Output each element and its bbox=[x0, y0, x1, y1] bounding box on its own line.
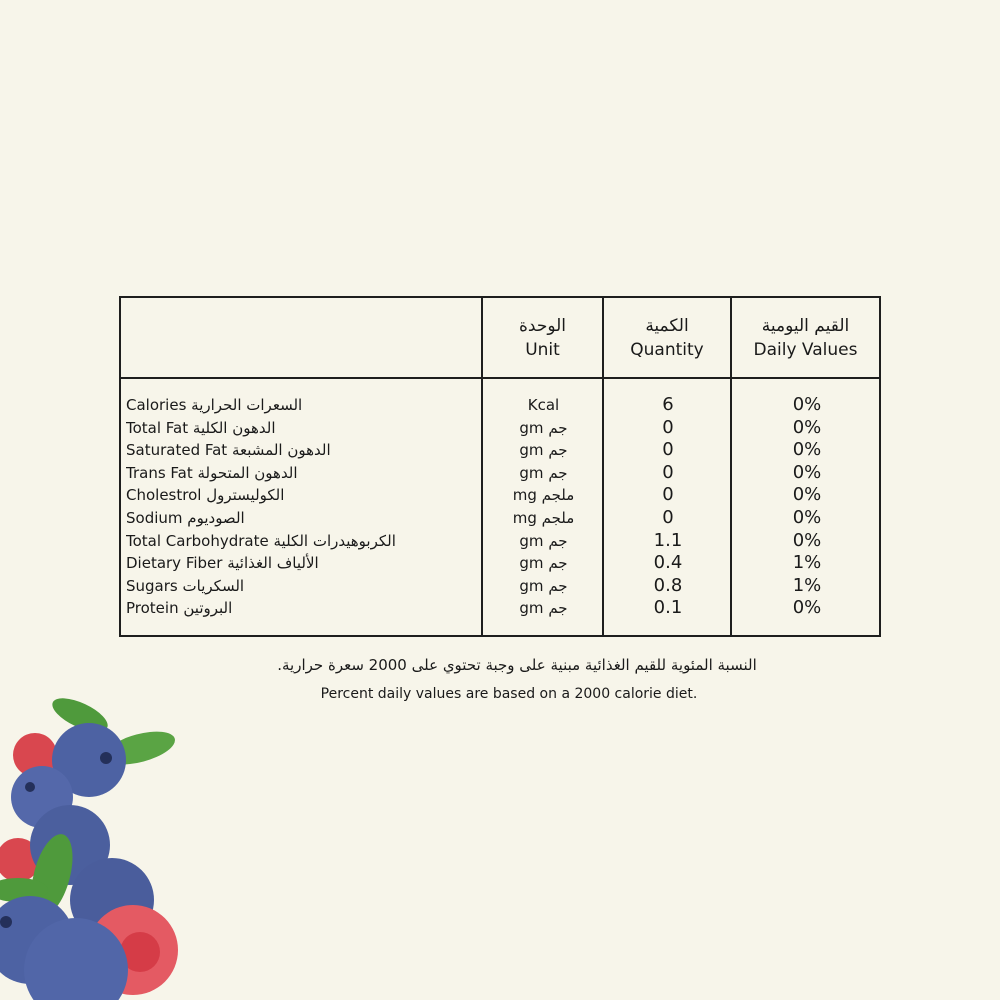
daily-value-cell: 0% bbox=[792, 506, 822, 528]
daily-value-cell: 1% bbox=[792, 574, 822, 596]
nutrient-name-ar: الألياف الغذائية bbox=[227, 554, 319, 573]
nutrient-label: Total Carbohydrate الكربوهيدرات الكلية bbox=[126, 530, 476, 553]
header-daily-ar: القيم اليومية bbox=[761, 315, 850, 336]
nutrient-label: Dietary Fiber الألياف الغذائية bbox=[126, 552, 476, 575]
table-row: Cholestrol الكوليسترول mg ملجم 0 0% bbox=[121, 484, 879, 507]
daily-value-cell: 0% bbox=[792, 529, 822, 551]
unit-cell: mg ملجم bbox=[512, 486, 575, 505]
nutrient-label: Trans Fat الدهون المتحولة bbox=[126, 462, 476, 485]
header-unit-ar: الوحدة bbox=[518, 315, 567, 336]
nutrient-label: Protein البروتين bbox=[126, 597, 476, 620]
nutrient-name-en: Sugars bbox=[126, 576, 178, 595]
daily-value-cell: 0% bbox=[792, 416, 822, 438]
header-daily-en: Daily Values bbox=[753, 339, 858, 360]
daily-value-cell: 0% bbox=[792, 597, 822, 619]
unit-cell: gm جم bbox=[519, 599, 568, 618]
berries-illustration bbox=[0, 698, 178, 1000]
nutrient-name-en: Total Carbohydrate bbox=[126, 531, 269, 550]
nutrient-label: Sugars السكريات bbox=[126, 575, 476, 598]
unit-cell: gm جم bbox=[519, 441, 568, 460]
unit-cell: gm جم bbox=[519, 418, 568, 437]
nutrient-label: Sodium الصوديوم bbox=[126, 507, 476, 530]
quantity-cell: 0 bbox=[662, 484, 674, 506]
header-daily-values: القيم اليومية Daily Values bbox=[732, 298, 879, 377]
nutrient-name-en: Dietary Fiber bbox=[126, 554, 223, 573]
header-quantity-ar: الكمية bbox=[645, 315, 689, 336]
quantity-cell: 0 bbox=[662, 416, 674, 438]
nutrient-name-ar: الدهون المشبعة bbox=[231, 441, 331, 460]
nutrient-label: Saturated Fat الدهون المشبعة bbox=[126, 439, 476, 462]
nutrient-name-ar: السكريات bbox=[182, 576, 245, 595]
daily-value-cell: 0% bbox=[792, 394, 822, 415]
nutrition-rows: Calories السعرات الحرارية Kcal 6 0% Total Fa… bbox=[121, 394, 879, 620]
table-row: Trans Fat الدهون المتحولة gm جم 0 0% bbox=[121, 462, 879, 485]
table-row: Protein البروتين gm جم 0.1 0% bbox=[121, 597, 879, 620]
table-row: Total Fat الدهون الكلية gm جم 0 0% bbox=[121, 417, 879, 440]
nutrient-name-ar: الكوليسترول bbox=[206, 486, 285, 505]
header-quantity: الكمية Quantity bbox=[604, 298, 730, 377]
nutrient-name-ar: الدهون المتحولة bbox=[197, 463, 298, 482]
quantity-cell: 1.1 bbox=[653, 529, 683, 551]
table-row: Saturated Fat الدهون المشبعة gm جم 0 0% bbox=[121, 439, 879, 462]
daily-value-cell: 0% bbox=[792, 461, 822, 483]
nutrient-label: Cholestrol الكوليسترول bbox=[126, 484, 476, 507]
unit-cell: gm جم bbox=[519, 463, 568, 482]
nutrient-name-ar: البروتين bbox=[183, 599, 233, 618]
nutrient-name-en: Sodium bbox=[126, 508, 183, 527]
quantity-cell: 0.1 bbox=[653, 597, 683, 619]
table-row: Dietary Fiber الألياف الغذائية gm جم 0.4 1% bbox=[121, 552, 879, 575]
table-row: Calories السعرات الحرارية Kcal 6 0% bbox=[121, 394, 879, 417]
table-row: Sugars السكريات gm جم 0.8 1% bbox=[121, 575, 879, 598]
quantity-cell: 0 bbox=[662, 461, 674, 483]
unit-cell: gm جم bbox=[519, 576, 568, 595]
quantity-cell: 0 bbox=[662, 506, 674, 528]
unit-cell: gm جم bbox=[519, 554, 568, 573]
nutrition-table: الوحدة Unit الكمية Quantity القيم اليومي… bbox=[119, 296, 881, 637]
quantity-cell: 0.8 bbox=[653, 574, 683, 596]
nutrient-name-ar: الصوديوم bbox=[187, 508, 245, 527]
header-quantity-en: Quantity bbox=[630, 339, 704, 360]
nutrient-name-ar: الدهون الكلية bbox=[192, 418, 276, 437]
nutrient-name-ar: الكربوهيدرات الكلية bbox=[273, 531, 396, 550]
header-divider bbox=[121, 377, 879, 379]
column-divider bbox=[730, 298, 732, 635]
daily-value-cell: 1% bbox=[792, 552, 822, 574]
footnote-english: Percent daily values are based on a 2000… bbox=[320, 686, 698, 702]
nutrient-name-ar: السعرات الحرارية bbox=[191, 396, 303, 414]
nutrient-label: Calories السعرات الحرارية bbox=[126, 394, 476, 417]
nutrient-name-en: Total Fat bbox=[126, 418, 189, 437]
nutrient-name-en: Saturated Fat bbox=[126, 441, 228, 460]
nutrient-name-en: Calories bbox=[126, 396, 187, 414]
nutrient-name-en: Cholestrol bbox=[126, 486, 202, 505]
daily-value-cell: 0% bbox=[792, 439, 822, 461]
table-row: Total Carbohydrate الكربوهيدرات الكلية gm… bbox=[121, 530, 879, 553]
quantity-cell: 0.4 bbox=[653, 552, 683, 574]
header-unit: الوحدة Unit bbox=[483, 298, 602, 377]
nutrient-name-en: Protein bbox=[126, 599, 179, 618]
unit-cell: gm جم bbox=[519, 531, 568, 550]
footnote-arabic: النسبة المئوية للقيم الغذائية مبنية على … bbox=[277, 656, 757, 674]
unit-cell: Kcal bbox=[527, 396, 560, 414]
nutrient-label: Total Fat الدهون الكلية bbox=[126, 417, 476, 440]
table-row: Sodium الصوديوم mg ملجم 0 0% bbox=[121, 507, 879, 530]
quantity-cell: 0 bbox=[662, 439, 674, 461]
column-divider bbox=[602, 298, 604, 635]
unit-cell: mg ملجم bbox=[512, 508, 575, 527]
header-unit-en: Unit bbox=[525, 339, 560, 360]
quantity-cell: 6 bbox=[662, 394, 674, 415]
column-divider bbox=[481, 298, 483, 635]
daily-value-cell: 0% bbox=[792, 484, 822, 506]
nutrient-name-en: Trans Fat bbox=[126, 463, 193, 482]
